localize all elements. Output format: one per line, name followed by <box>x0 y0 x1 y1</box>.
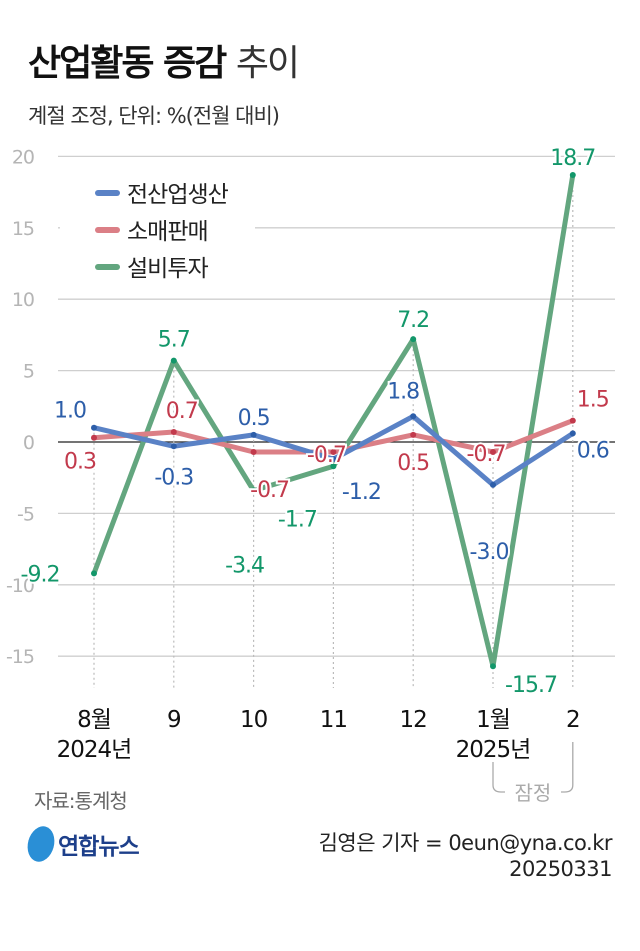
logo-text: 연합뉴스 <box>58 834 140 860</box>
source-note: 자료:통계청 <box>34 789 128 813</box>
legend-label: 설비투자 <box>127 256 208 282</box>
y-tick-label: 15 <box>12 218 34 240</box>
x-tick-label: 10 <box>240 707 268 733</box>
x-tick-label: 12 <box>400 707 427 733</box>
y-tick-label: -5 <box>17 503 34 525</box>
data-point <box>330 448 337 455</box>
data-point <box>250 487 257 494</box>
data-label: 1.8 <box>387 379 419 404</box>
data-point <box>490 481 496 488</box>
y-tick-label: -15 <box>6 646 34 668</box>
publish-date: 20250331 <box>509 857 612 881</box>
y-tick-label: -10 <box>6 575 34 597</box>
data-label: 7.2 <box>397 308 429 333</box>
data-label: -3.0 <box>470 540 509 565</box>
legend-background <box>60 170 255 290</box>
y-tick-label: 5 <box>23 361 34 383</box>
credit: 김영은 기자 = 0eun@yna.co.kr 20250331 <box>318 830 613 882</box>
data-label: -1.7 <box>278 507 317 532</box>
data-label: -15.7 <box>505 673 557 698</box>
reporter-credit: 김영은 기자 = 0eun@yna.co.kr <box>318 831 613 855</box>
chart-title: 산업활동 증감 추이 <box>28 34 300 86</box>
legend-label: 전산업생산 <box>127 182 229 208</box>
x-year-label: 2024년 <box>57 737 132 763</box>
x-tick-label: 2 <box>566 707 580 733</box>
y-tick-label: 20 <box>12 146 34 168</box>
data-point <box>250 448 257 455</box>
y-tick-label: 0 <box>23 432 34 454</box>
x-tick-label: 11 <box>320 707 347 733</box>
data-label: -9.2 <box>21 562 60 587</box>
x-tick-label: 9 <box>167 707 181 733</box>
provisional-label: 잠정 <box>514 781 551 805</box>
data-label: -0.7 <box>307 443 346 468</box>
data-label: 0.3 <box>64 450 96 475</box>
data-label: 1.5 <box>577 388 609 413</box>
data-label: 18.7 <box>550 146 595 171</box>
data-point <box>330 463 337 470</box>
data-point <box>490 448 496 455</box>
logo: 연합뉴스 <box>23 823 140 865</box>
data-point <box>91 570 97 577</box>
data-point <box>569 417 576 424</box>
data-point <box>490 663 496 670</box>
chart-subtitle: 계절 조정, 단위: %(전월 대비) <box>28 104 280 128</box>
data-label: 0.5 <box>397 451 429 476</box>
data-point <box>410 413 417 420</box>
data-label: -0.3 <box>154 465 193 490</box>
data-label: -0.7 <box>250 478 289 503</box>
data-label: -0.7 <box>467 442 506 467</box>
data-label: -3.4 <box>225 554 264 579</box>
yonhap-logo-icon <box>23 823 59 865</box>
data-point <box>410 431 417 438</box>
data-point <box>330 456 337 463</box>
data-point <box>170 429 177 436</box>
title-light: 추이 <box>235 43 300 84</box>
data-point <box>91 424 97 431</box>
data-point <box>569 430 576 437</box>
data-point <box>170 443 177 450</box>
data-point <box>410 336 417 343</box>
data-label: 0.5 <box>238 406 270 431</box>
data-label: 5.7 <box>158 328 190 353</box>
x-tick-label: 1월 <box>476 707 510 733</box>
data-label: 1.0 <box>54 399 86 424</box>
data-point <box>569 171 576 178</box>
data-label: 0.6 <box>577 438 609 463</box>
data-label: 0.7 <box>166 399 198 424</box>
provisional-bracket <box>492 742 574 793</box>
x-year-label: 2025년 <box>456 737 531 763</box>
data-point <box>250 431 257 438</box>
title-bold: 산업활동 증감 <box>28 43 227 84</box>
y-tick-label: 10 <box>12 289 34 311</box>
data-point <box>170 357 177 364</box>
data-label: -1.2 <box>342 480 381 505</box>
x-tick-label: 8월 <box>77 707 111 733</box>
legend-label: 소매판매 <box>127 219 208 245</box>
data-point <box>91 434 97 441</box>
